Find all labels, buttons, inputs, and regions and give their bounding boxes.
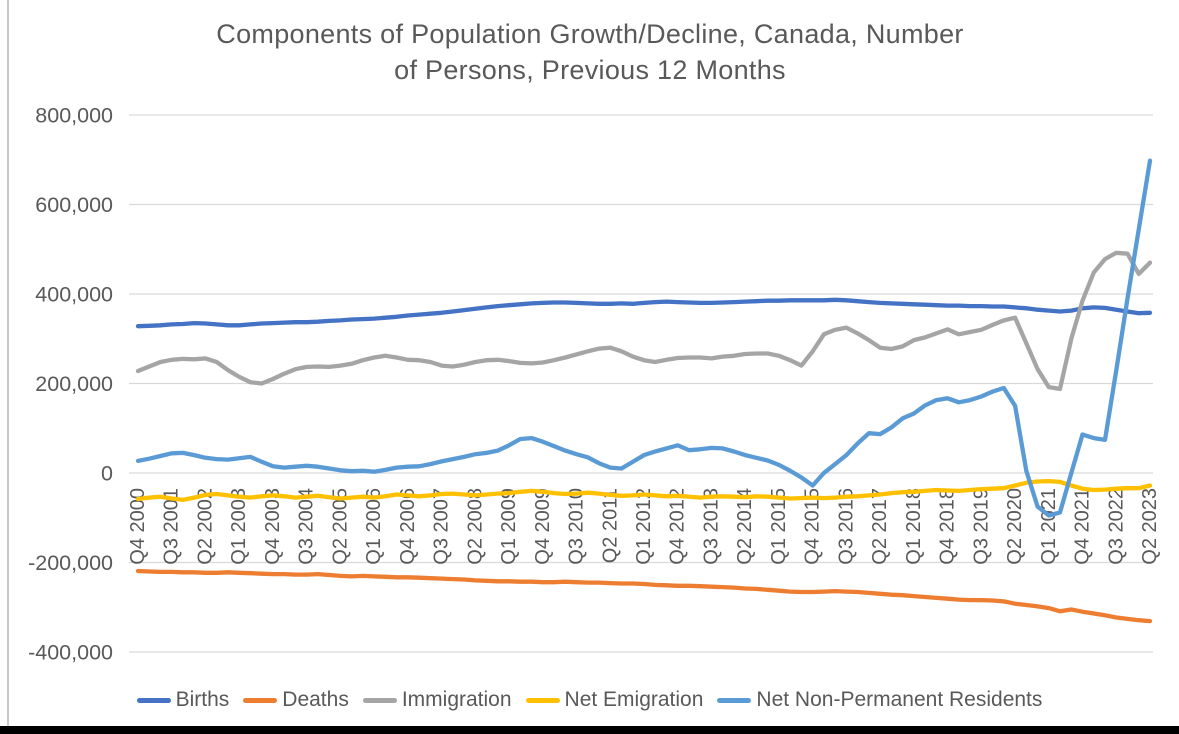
series-line-deaths: [135, 568, 1153, 624]
x-axis-tick-label: Q3 2022: [1105, 488, 1127, 565]
legend-swatch: [243, 697, 278, 703]
x-axis-tick-label: Q3 2007: [431, 488, 453, 565]
legend-item-net-non-permanent-residents: Net Non-Permanent Residents: [717, 688, 1042, 712]
legend-item-deaths: Deaths: [243, 688, 349, 712]
y-axis-labels-group: 800,000 600,000 400,000 200,000 0 -200,000 -40…: [28, 104, 113, 665]
y-axis-tick-label: -200,000: [28, 551, 113, 575]
chart-title: Components of Population Growth/Decline,…: [60, 16, 1120, 88]
x-axis-tick-label: Q4 2015: [802, 488, 824, 565]
x-axis-tick-label: Q2 2002: [194, 488, 216, 565]
x-axis-tick-label: Q4 2003: [262, 488, 284, 565]
x-axis-tick-label: Q2 2011: [599, 488, 621, 563]
series-line-net-non-permanent-residents: [135, 158, 1153, 518]
x-axis-tick-label: Q4 2012: [667, 488, 689, 565]
x-axis-tick-label: Q2 2017: [869, 488, 891, 565]
y-axis-tick-label: 600,000: [35, 193, 113, 217]
x-axis-tick-label: Q2 2005: [329, 488, 351, 565]
x-axis-tick-label: Q3 2013: [700, 488, 722, 565]
x-axis-tick-label: Q1 2003: [228, 488, 250, 565]
chart-title-line2: of Persons, Previous 12 Months: [394, 55, 786, 85]
x-axis-tick-label: Q2 2008: [464, 488, 486, 565]
x-axis-tick-label: Q3 2010: [566, 488, 588, 565]
legend-swatch: [717, 697, 752, 703]
y-axis-tick-label: 0: [101, 462, 113, 486]
x-axis-tick-label: Q4 2006: [397, 488, 419, 565]
series-lines-group: [135, 158, 1153, 624]
x-axis-tick-label: Q3 2019: [970, 488, 992, 565]
chart-title-line1: Components of Population Growth/Decline,…: [216, 19, 964, 49]
legend-label: Net Non-Permanent Residents: [756, 688, 1043, 711]
x-axis-tick-label: Q1 2012: [633, 488, 655, 565]
x-axis-tick-label: Q1 2015: [768, 488, 790, 565]
legend-label: Births: [175, 688, 230, 711]
x-axis-tick-label: Q3 2001: [161, 488, 183, 565]
x-axis-tick-label: Q3 2016: [835, 488, 857, 565]
gridlines-group: [129, 114, 1153, 653]
y-axis-tick-label: 400,000: [35, 283, 113, 307]
legend-item-births: Births: [136, 688, 230, 712]
x-axis-tick-label: Q3 2004: [296, 488, 318, 565]
chart-legend: Births Deaths Immigration Net Emigration Net…: [0, 683, 1179, 717]
legend-item-net-emigration: Net Emigration: [525, 688, 704, 712]
x-axis-tick-label: Q2 2020: [1004, 488, 1026, 565]
legend-label: Net Emigration: [564, 688, 704, 711]
series-line-births: [135, 297, 1153, 329]
y-axis-tick-label: -400,000: [28, 641, 113, 665]
series-line-immigration: [135, 250, 1153, 392]
y-axis-tick-label: 800,000: [35, 104, 113, 128]
bottom-black-bar: [0, 726, 1179, 734]
y-axis-tick-label: 200,000: [35, 372, 113, 396]
legend-swatch: [525, 697, 560, 703]
x-axis-tick-label: Q1 2006: [363, 488, 385, 565]
left-border-line: [7, 0, 9, 726]
legend-label: Deaths: [282, 688, 349, 711]
x-axis-labels-group: Q4 2000 Q3 2001 Q2 2002 Q1 2003 Q4 2003 Q3 20…: [127, 488, 1161, 565]
legend-item-immigration: Immigration: [362, 688, 512, 712]
x-axis-tick-label: Q1 2021: [1038, 488, 1060, 565]
x-axis-tick-label: Q1 2018: [903, 488, 925, 565]
series-line-net-emigration: [135, 478, 1153, 503]
x-axis-tick-label: Q4 2021: [1072, 488, 1094, 565]
x-axis-tick-label: Q4 2018: [937, 488, 959, 565]
x-axis-tick-label: Q2 2023: [1139, 488, 1161, 565]
x-axis-tick-label: Q2 2014: [734, 488, 756, 565]
x-axis-tick-label: Q1 2009: [498, 488, 520, 565]
legend-label: Immigration: [401, 688, 512, 711]
legend-swatch: [136, 697, 171, 703]
x-axis-tick-label: Q4 2000: [127, 488, 149, 565]
legend-swatch: [362, 697, 397, 703]
x-axis-tick-label: Q4 2009: [532, 488, 554, 565]
